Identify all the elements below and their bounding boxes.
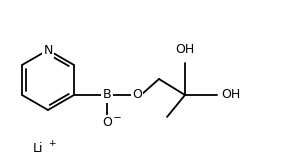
Text: Li: Li (33, 142, 43, 154)
Text: +: + (48, 138, 55, 148)
Text: O: O (132, 88, 142, 101)
Text: −: − (113, 113, 122, 123)
Text: B: B (103, 88, 111, 101)
Text: N: N (43, 44, 53, 56)
Text: OH: OH (175, 43, 195, 56)
Text: OH: OH (221, 88, 240, 101)
Text: O: O (102, 116, 112, 130)
